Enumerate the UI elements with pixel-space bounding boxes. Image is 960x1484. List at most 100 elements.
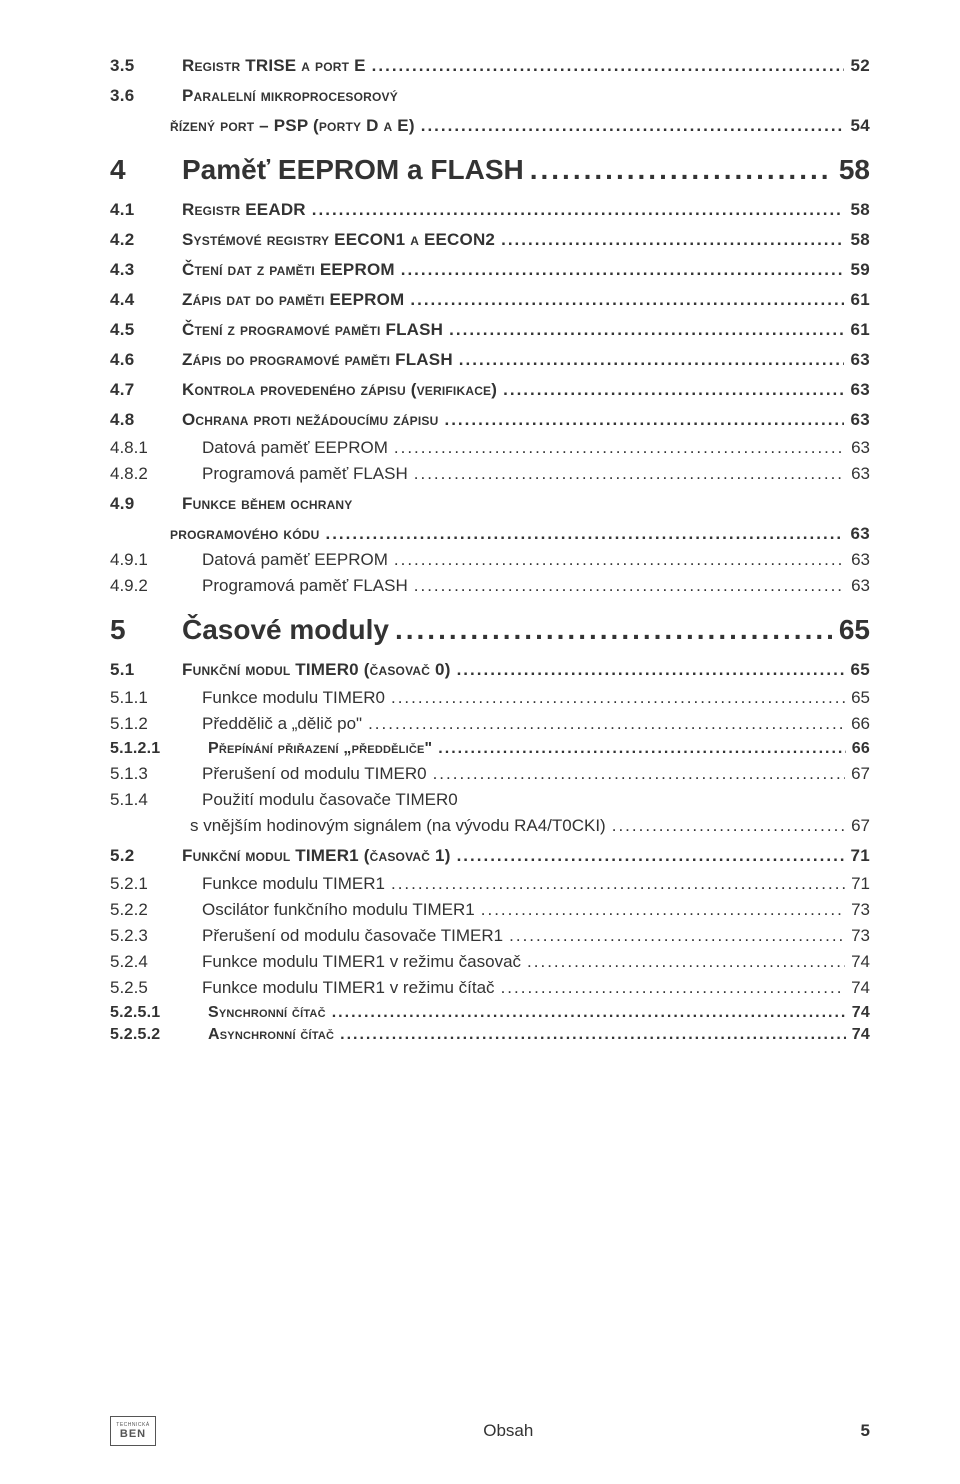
toc-leader	[332, 1004, 846, 1022]
toc-number: 5.1.1	[110, 688, 190, 708]
toc-page: 52	[850, 56, 870, 76]
toc-page: 67	[851, 816, 870, 836]
toc-page: 63	[850, 350, 870, 370]
toc-leader	[401, 260, 845, 280]
toc-number: 5.2.2	[110, 900, 190, 920]
toc-page: 66	[852, 740, 870, 758]
toc-page: 63	[850, 524, 870, 544]
toc-number: 4.9.1	[110, 550, 190, 570]
page-footer: TECHNICKÁ BEN Obsah 5	[110, 1416, 870, 1446]
toc-leader	[372, 56, 845, 76]
toc-title: Funkční modul TIMER0 (časovač 0)	[182, 660, 451, 680]
toc-number: 5.1	[110, 660, 170, 680]
toc-page: 74	[852, 1004, 870, 1022]
toc-page: 73	[851, 926, 870, 946]
toc-page: 58	[850, 200, 870, 220]
toc-title: Paměť EEPROM a FLASH	[182, 154, 524, 186]
toc-entry: 4.6Zápis do programové paměti FLASH63	[110, 350, 870, 370]
toc-leader	[414, 464, 845, 484]
toc-leader	[421, 116, 845, 136]
toc-number: 5.2.1	[110, 874, 190, 894]
toc-page: 74	[852, 1026, 870, 1044]
toc-entry: 4.3Čtení dat z paměti EEPROM59	[110, 260, 870, 280]
toc-number: 4.8.2	[110, 464, 190, 484]
toc-page: 63	[851, 464, 870, 484]
toc-title: Oscilátor funkčního modulu TIMER1	[202, 900, 475, 920]
toc-page: 65	[851, 688, 870, 708]
toc-entry: 4.8.2Programová paměť FLASH63	[110, 464, 870, 484]
toc-page: 63	[851, 550, 870, 570]
toc-page: 58	[839, 154, 870, 186]
toc-title: Synchronní čítač	[208, 1004, 326, 1022]
toc-title: Datová paměť EEPROM	[202, 550, 388, 570]
toc-leader	[410, 290, 844, 310]
logo-main-text: BEN	[120, 1428, 146, 1440]
toc-page: 74	[851, 952, 870, 972]
toc-entry-continuation: programového kódu63	[110, 524, 870, 544]
toc-leader	[312, 200, 845, 220]
toc-title: Registr TRISE a port E	[182, 56, 366, 76]
toc-leader	[481, 900, 845, 920]
toc-entry: 5.1Funkční modul TIMER0 (časovač 0)65	[110, 660, 870, 680]
toc-leader	[414, 576, 845, 596]
toc-page: 63	[850, 410, 870, 430]
toc-entry: 3.5Registr TRISE a port E52	[110, 56, 870, 76]
toc-entry: 5.1.3Přerušení od modulu TIMER067	[110, 764, 870, 784]
toc-entry: 5Časové moduly65	[110, 614, 870, 646]
toc-entry: 5.1.2Předdělič a „dělič po"66	[110, 714, 870, 734]
toc-number: 3.6	[110, 86, 170, 106]
toc-title: Programová paměť FLASH	[202, 576, 408, 596]
toc-page: 74	[851, 978, 870, 998]
toc-entry: 5.2.4Funkce modulu TIMER1 v režimu časov…	[110, 952, 870, 972]
toc-title: Funkce modulu TIMER1	[202, 874, 385, 894]
toc-entry: 5.2.2 Oscilátor funkčního modulu TIMER1 73	[110, 900, 870, 920]
toc-entry: 4.4Zápis dat do paměti EEPROM61	[110, 290, 870, 310]
toc-title: Kontrola provedeného zápisu (verifikace)	[182, 380, 497, 400]
toc-page: 71	[850, 846, 870, 866]
toc-number: 5.2	[110, 846, 170, 866]
toc-entry: 4.5Čtení z programové paměti FLASH61	[110, 320, 870, 340]
toc-entry: 5.1.1Funkce modulu TIMER065	[110, 688, 870, 708]
toc-leader	[444, 410, 844, 430]
toc-number: 5.1.2	[110, 714, 190, 734]
toc-title: Přerušení od modulu časovače TIMER1	[202, 926, 503, 946]
toc-entry: 4.9.2Programová paměť FLASH63	[110, 576, 870, 596]
toc-entry: 4.1Registr EEADR58	[110, 200, 870, 220]
toc-entry: 5.2.5.2Asynchronní čítač74	[110, 1026, 870, 1044]
toc-leader	[449, 320, 844, 340]
toc-page: 73	[851, 900, 870, 920]
toc-title-wrap: s vnějším hodinovým signálem (na vývodu …	[190, 816, 606, 836]
toc-title: Zápis dat do paměti EEPROM	[182, 290, 404, 310]
toc-number: 4.9	[110, 494, 170, 514]
toc-number: 5.1.4	[110, 790, 190, 810]
toc-number: 5.2.4	[110, 952, 190, 972]
toc-leader	[438, 740, 846, 758]
toc-page: 65	[839, 614, 870, 646]
toc-entry: 4.8Ochrana proti nežádoucímu zápisu63	[110, 410, 870, 430]
toc-leader	[612, 816, 845, 836]
toc-page: 58	[850, 230, 870, 250]
toc-number: 4.8.1	[110, 438, 190, 458]
toc-entry: 3.6 Paralelní mikroprocesorový	[110, 86, 870, 106]
toc-leader	[394, 550, 845, 570]
toc-number: 4	[110, 154, 170, 186]
toc-number: 4.9.2	[110, 576, 190, 596]
toc-entry: 5.2.3Přerušení od modulu časovače TIMER1…	[110, 926, 870, 946]
toc-leader	[368, 714, 845, 734]
toc-title: Registr EEADR	[182, 200, 306, 220]
toc-entry: 5.2Funkční modul TIMER1 (časovač 1)71	[110, 846, 870, 866]
toc-entry: 5.1.4Použití modulu časovače TIMER0	[110, 790, 870, 810]
toc-entry: 4 Paměť EEPROM a FLASH 58	[110, 154, 870, 186]
toc-number: 5	[110, 614, 170, 646]
toc-title: Čtení dat z paměti EEPROM	[182, 260, 395, 280]
toc-number: 5.2.5.2	[110, 1026, 196, 1044]
toc-entry-continuation: s vnějším hodinovým signálem (na vývodu …	[110, 816, 870, 836]
toc-leader	[530, 154, 833, 186]
toc-title: Paralelní mikroprocesorový	[182, 86, 398, 106]
toc-number: 5.2.5	[110, 978, 190, 998]
toc-page: 71	[851, 874, 870, 894]
toc-page: 66	[851, 714, 870, 734]
footer-page-number: 5	[861, 1421, 870, 1441]
toc-entry: 4.9Funkce během ochrany	[110, 494, 870, 514]
toc-leader	[457, 660, 845, 680]
